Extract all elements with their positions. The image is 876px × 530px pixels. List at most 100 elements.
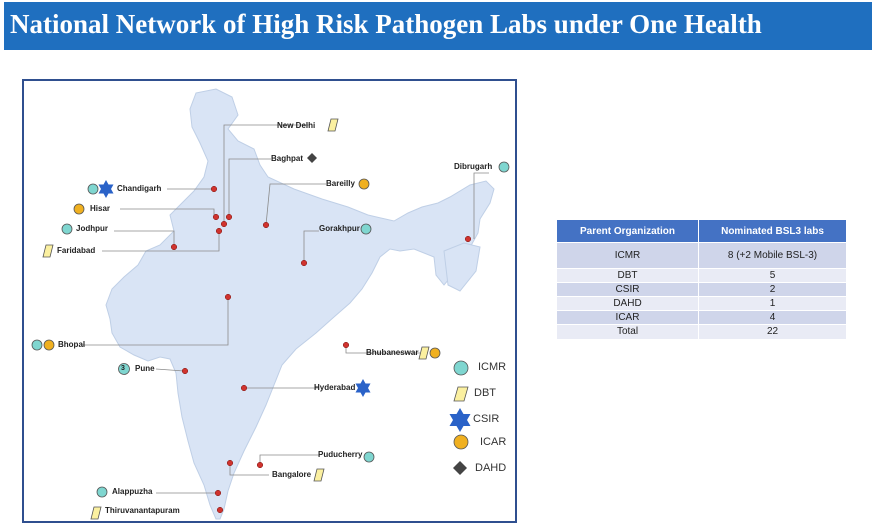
- city-dot-bareilly: [262, 221, 270, 229]
- city-dot-hyderabad: [240, 384, 248, 392]
- city-dot-delhi: [225, 213, 233, 221]
- table-row: Total 22: [557, 324, 847, 339]
- label-bangalore: Bangalore: [272, 470, 312, 479]
- dbt-marker-thiruvananthapuram: [90, 506, 102, 520]
- dbt-marker-new-delhi: [327, 118, 339, 132]
- leader-puducherry: [259, 454, 319, 465]
- dahd-marker-baghpat: [307, 153, 317, 163]
- icar-marker-bhubaneswar: [429, 347, 441, 359]
- header-nominated-labs: Nominated BSL3 labs: [698, 220, 847, 243]
- leader-dibrugarh: [473, 172, 489, 239]
- leader-gorakhpur: [303, 230, 319, 263]
- dbt-marker-faridabad: [42, 244, 54, 258]
- table-row: DAHD 1: [557, 296, 847, 311]
- cell-org: DAHD: [557, 296, 699, 311]
- label-gorakhpur: Gorakhpur: [319, 224, 360, 233]
- northeast-outline: [443, 242, 481, 292]
- icmr-marker-pune: [118, 363, 130, 375]
- cell-org: DBT: [557, 268, 699, 283]
- pune-count: 3: [121, 365, 125, 372]
- bsl3-labs-table: Parent Organization Nominated BSL3 labs …: [557, 220, 847, 339]
- label-chandigarh: Chandigarh: [117, 184, 162, 193]
- label-pune: Pune: [135, 364, 155, 373]
- label-hyderabad: Hyderabad: [314, 383, 356, 392]
- label-bhopal: Bhopal: [58, 340, 86, 349]
- cell-org: ICMR: [557, 242, 699, 269]
- table-row: ICMR 8 (+2 Mobile BSL-3): [557, 242, 847, 269]
- legend-csir-icon: [449, 408, 471, 432]
- table-row: ICAR 4: [557, 310, 847, 325]
- cell-org: CSIR: [557, 282, 699, 297]
- city-dot-bhubaneswar: [342, 341, 350, 349]
- city-dot-bhopal: [224, 293, 232, 301]
- label-new-delhi: New Delhi: [277, 121, 316, 130]
- legend-csir-label: CSIR: [473, 413, 500, 425]
- label-alappuzha: Alappuzha: [112, 487, 153, 496]
- dbt-marker-bangalore: [313, 468, 325, 482]
- leader-hisar: [120, 208, 215, 217]
- label-baghpat: Baghpat: [271, 154, 303, 163]
- cell-count: 5: [698, 268, 847, 283]
- csir-marker-hyderabad: [355, 379, 371, 397]
- city-dot-thiruvananthapuram: [216, 506, 224, 514]
- legend-icar-icon: [453, 434, 469, 450]
- legend-icar-label: ICAR: [480, 436, 507, 448]
- icmr-marker-jodhpur: [61, 223, 73, 235]
- table-row: CSIR 2: [557, 282, 847, 297]
- icmr-marker-alappuzha: [96, 486, 108, 498]
- label-thiruvananthapuram: Thiruvanantapuram: [105, 506, 180, 515]
- city-dot-bangalore: [226, 459, 234, 467]
- india-outline: [105, 88, 495, 520]
- city-dot-pune: [181, 367, 189, 375]
- icmr-marker-chandigarh: [87, 183, 99, 195]
- leader-baghpat: [228, 158, 271, 217]
- cell-org: Total: [557, 324, 699, 339]
- label-bareilly: Bareilly: [326, 179, 355, 188]
- cell-count: 4: [698, 310, 847, 325]
- cell-count: 1: [698, 296, 847, 311]
- city-dot-gorakhpur: [300, 259, 308, 267]
- india-map: [31, 88, 510, 520]
- icar-marker-bareilly: [358, 178, 370, 190]
- city-dot-dibrugarh: [464, 235, 472, 243]
- label-bhubaneswar: Bhubaneswar: [366, 348, 419, 357]
- city-dot-hisar: [212, 213, 220, 221]
- page-title: National Network of High Risk Pathogen L…: [4, 2, 872, 50]
- legend-icmr-icon: [453, 360, 469, 376]
- table-header-row: Parent Organization Nominated BSL3 labs: [557, 220, 847, 243]
- icmr-marker-dibrugarh: [498, 161, 510, 173]
- icmr-marker-puducherry: [363, 451, 375, 463]
- cell-count: 2: [698, 282, 847, 297]
- header-parent-org: Parent Organization: [557, 220, 699, 243]
- cell-count: 8 (+2 Mobile BSL-3): [698, 242, 847, 269]
- cell-org: ICAR: [557, 310, 699, 325]
- table-row: DBT 5: [557, 268, 847, 283]
- leader-bhopal: [82, 297, 229, 346]
- csir-marker-chandigarh: [98, 180, 114, 198]
- label-faridabad: Faridabad: [57, 246, 96, 255]
- icar-marker-hisar: [73, 203, 85, 215]
- label-jodhpur: Jodhpur: [76, 224, 108, 233]
- legend-dbt-label: DBT: [474, 387, 496, 399]
- city-dot-puducherry: [256, 461, 264, 469]
- legend-dahd-label: DAHD: [475, 462, 507, 474]
- india-map-panel: New Delhi Baghpat Dibrugarh Chandigarh B…: [22, 79, 517, 523]
- city-dot-jodhpur: [170, 243, 178, 251]
- leader-bareilly: [265, 183, 326, 226]
- icar-marker-bhopal: [43, 339, 55, 351]
- city-dot-chandigarh: [210, 185, 218, 193]
- city-dot-alappuzha: [214, 489, 222, 497]
- leader-faridabad: [102, 231, 220, 252]
- label-puducherry: Puducherry: [318, 450, 363, 459]
- legend-icmr-label: ICMR: [478, 361, 507, 373]
- leader-pune: [155, 368, 185, 372]
- city-dot-baghpat: [220, 220, 228, 228]
- label-hisar: Hisar: [90, 204, 111, 213]
- dbt-marker-bhubaneswar: [418, 346, 430, 360]
- legend-dbt-icon: [453, 386, 469, 402]
- leader-bangalore: [229, 463, 269, 476]
- legend-dahd-icon: [453, 461, 467, 475]
- cell-count: 22: [698, 324, 847, 339]
- city-dot-faridabad: [215, 227, 223, 235]
- leader-jodhpur: [114, 230, 175, 247]
